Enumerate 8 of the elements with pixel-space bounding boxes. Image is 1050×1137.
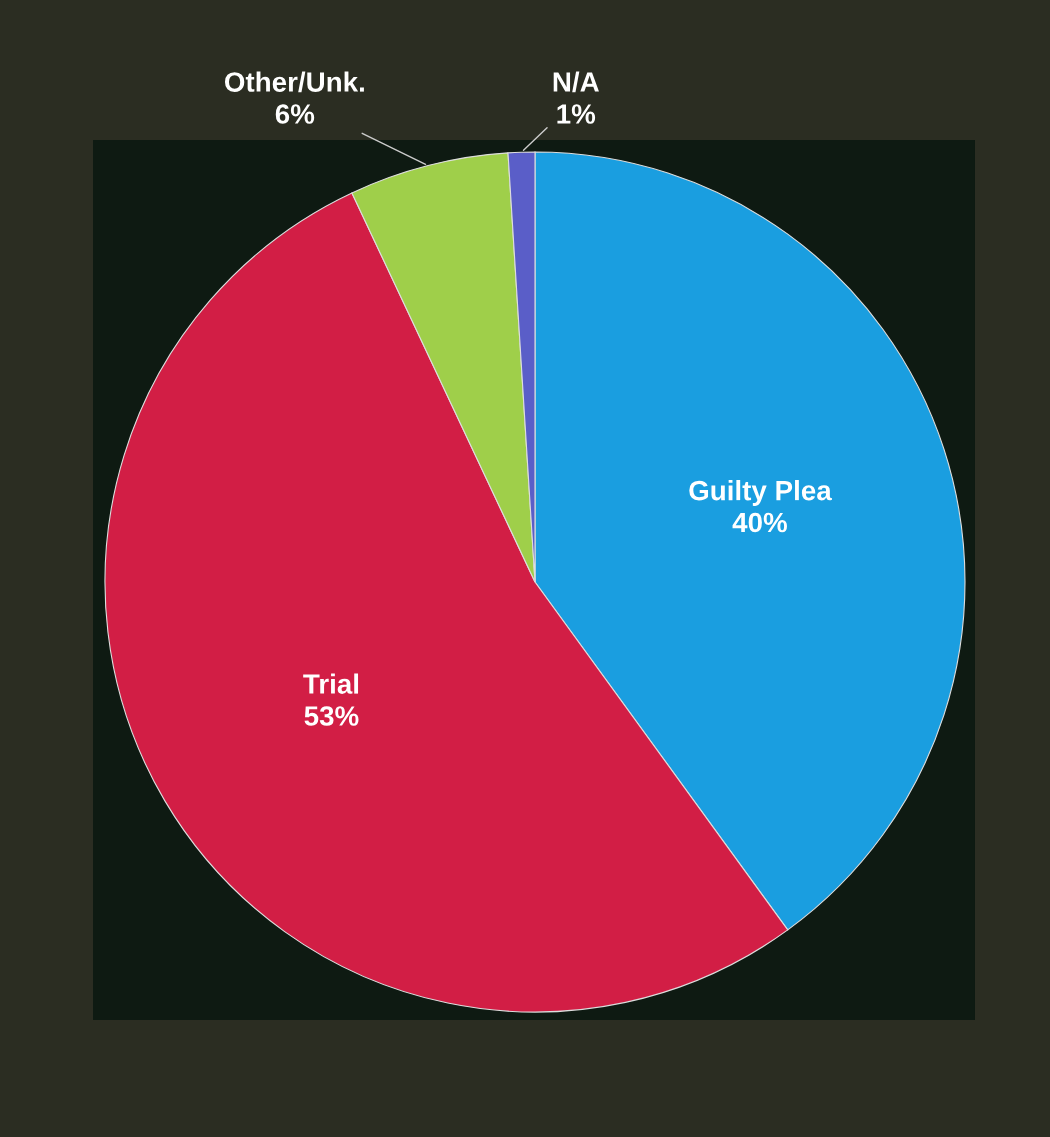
data-label: 6% <box>275 104 315 124</box>
data-label: 53% <box>304 706 359 726</box>
slice-label: Other/Unk. <box>224 71 364 93</box>
data-label: 1% <box>557 104 596 124</box>
data-label: 40% <box>732 512 787 533</box>
slice-label: Guilty Plea <box>689 480 832 506</box>
slice-label: N/A <box>553 71 599 93</box>
slice-label: Trial <box>303 673 359 694</box>
